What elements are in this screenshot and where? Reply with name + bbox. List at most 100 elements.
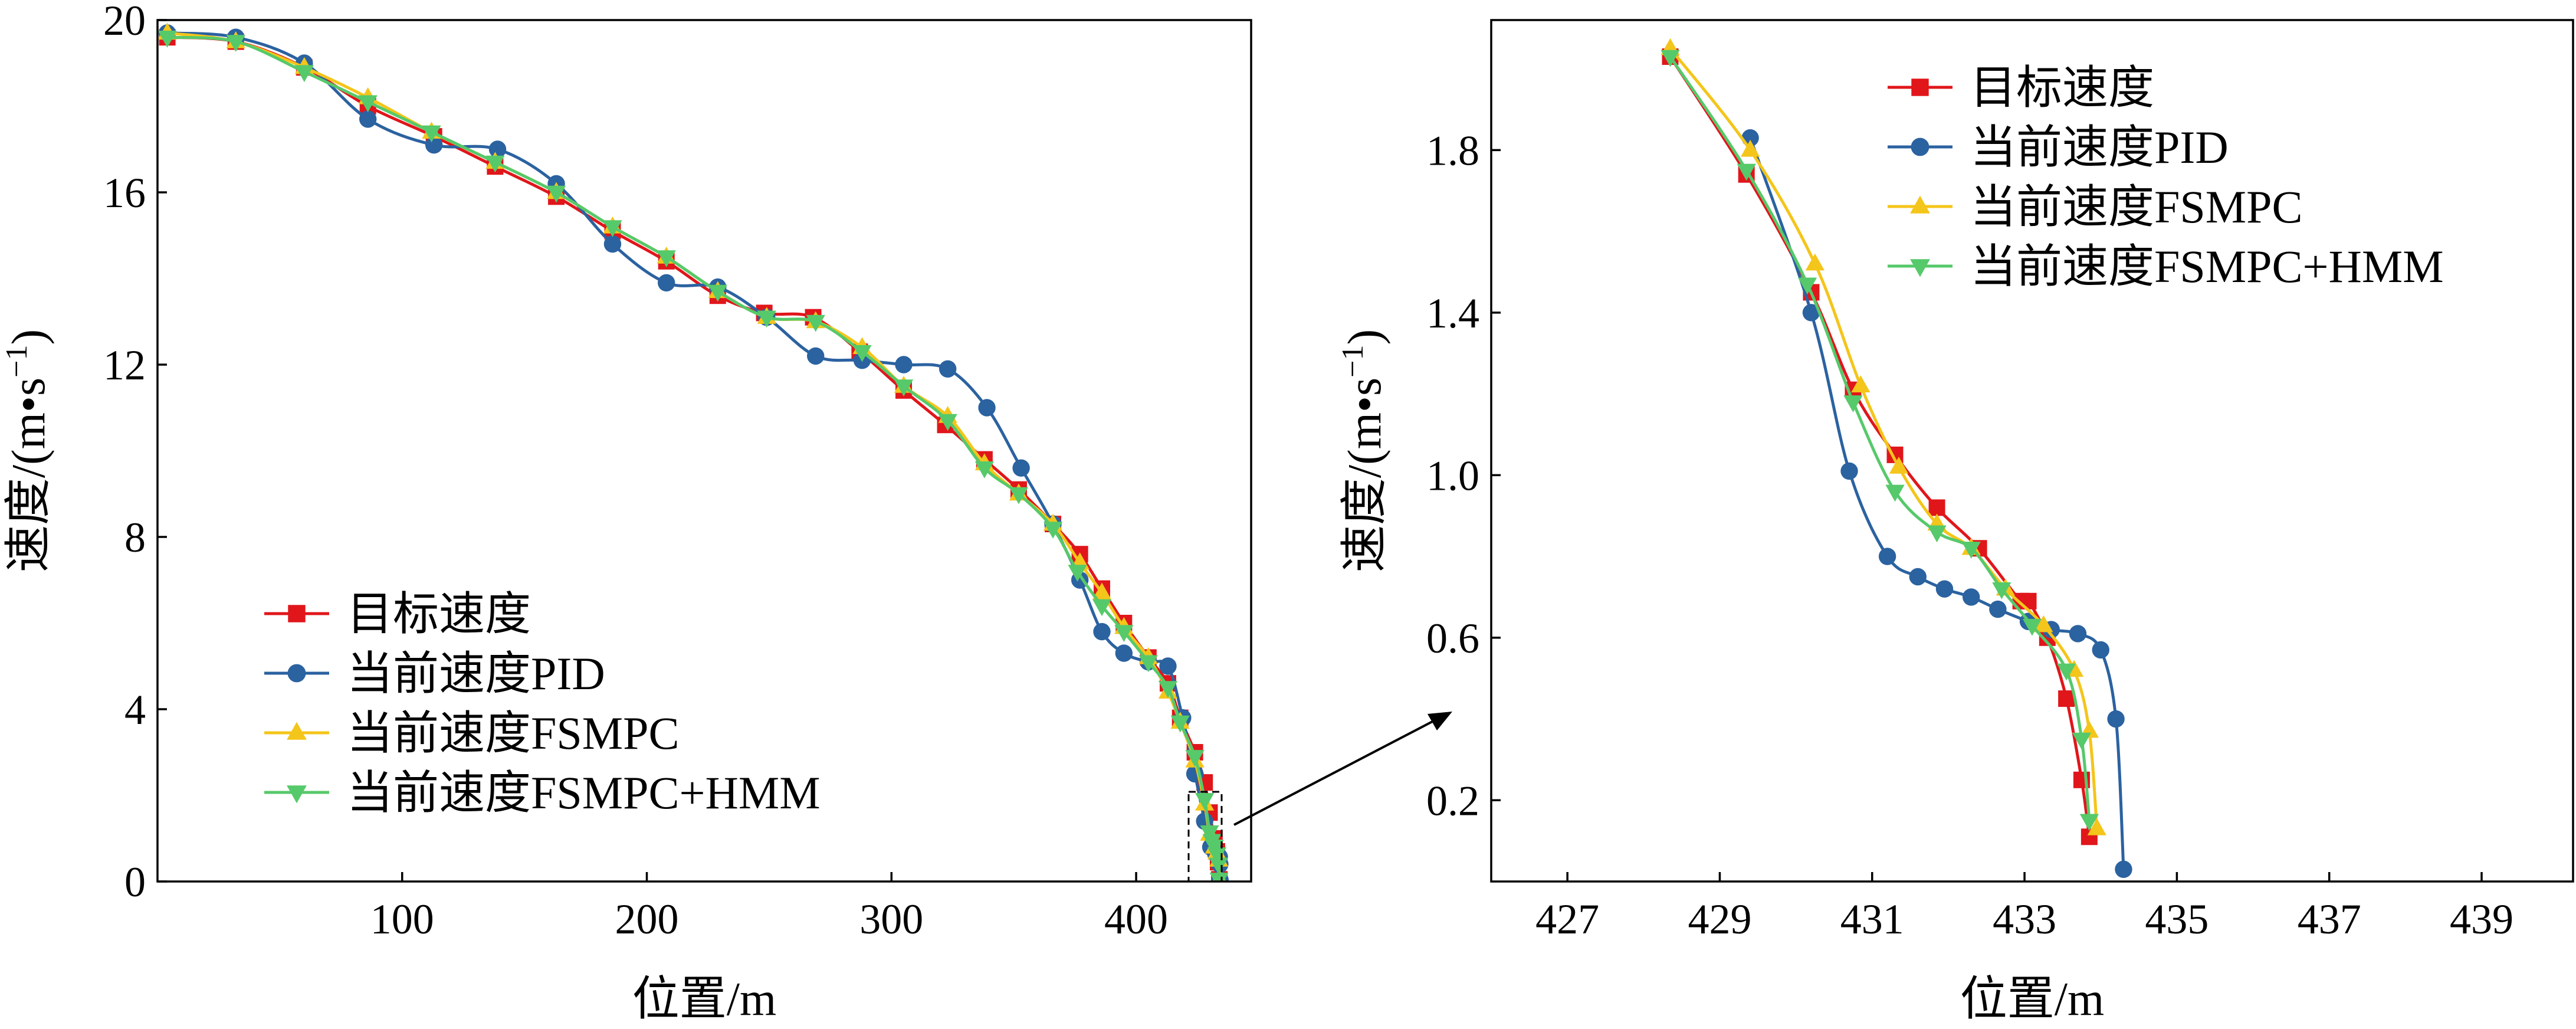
data-point-fsmpc_hmm (1195, 793, 1215, 810)
data-point-fsmpc (1741, 139, 1760, 157)
data-point-fsmpc_hmm (1009, 487, 1029, 504)
data-point-fsmpc_hmm (226, 35, 245, 52)
data-point-fsmpc_hmm (657, 250, 676, 267)
legend-marker-target (288, 605, 306, 622)
legend-marker-fsmpc (1910, 195, 1930, 214)
data-point-pid (1115, 644, 1133, 662)
data-point-fsmpc (1805, 253, 1825, 271)
x-tick-label: 431 (1840, 896, 1904, 943)
y-tick-label: 16 (103, 169, 146, 217)
x-tick-label: 439 (2450, 896, 2513, 943)
data-point-target (1928, 499, 1945, 516)
data-point-fsmpc_hmm (1158, 681, 1178, 698)
legend-marker-fsmpc (287, 722, 307, 740)
data-point-fsmpc_hmm (2072, 732, 2092, 750)
series-fsmpc_hmm (1661, 50, 2099, 831)
data-point-pid (1909, 568, 1927, 586)
data-point-fsmpc_hmm (852, 345, 872, 362)
data-point-pid (807, 347, 825, 365)
data-point-pid (1962, 588, 1980, 606)
left-y-axis-label: 速度/(m•s−1) (0, 329, 55, 572)
left-plot-frame (156, 19, 1252, 883)
y-tick-label: 8 (124, 514, 146, 561)
data-point-pid (2069, 625, 2087, 643)
y-tick-label: 1.8 (1426, 127, 1479, 174)
data-point-pid (1878, 548, 1896, 565)
legend-label-fsmpc_hmm: 当前速度FSMPC+HMM (347, 767, 821, 818)
data-point-pid (359, 110, 377, 128)
data-point-fsmpc_hmm (974, 461, 995, 479)
data-point-fsmpc_hmm (1992, 582, 2011, 599)
legend-item-fsmpc: 当前速度FSMPC (264, 707, 680, 759)
legend-label-fsmpc: 当前速度FSMPC (347, 707, 680, 759)
data-point-fsmpc_hmm (1961, 542, 1981, 559)
data-point-pid (895, 356, 913, 373)
x-tick-label: 427 (1535, 896, 1599, 943)
series-fsmpc (157, 22, 1229, 881)
data-point-fsmpc_hmm (806, 314, 825, 332)
data-point-fsmpc_hmm (1170, 715, 1190, 733)
data-point-pid (1989, 600, 2007, 618)
right-x-axis-label: 位置/m (1960, 974, 2104, 1025)
legend-item-fsmpc_hmm: 当前速度FSMPC+HMM (1888, 241, 2444, 292)
legend-marker-target (1911, 78, 1929, 96)
data-point-pid (488, 140, 507, 158)
x-tick-label: 435 (2145, 896, 2209, 943)
data-point-fsmpc_hmm (1843, 395, 1863, 412)
data-point-fsmpc_hmm (1885, 484, 1905, 502)
data-point-pid (2107, 710, 2125, 728)
y-tick-label: 0 (124, 858, 146, 906)
series-line-fsmpc (167, 31, 1221, 880)
x-tick-label: 400 (1104, 896, 1168, 943)
legend-item-fsmpc: 当前速度FSMPC (1888, 181, 2303, 232)
data-point-fsmpc_hmm (938, 414, 957, 431)
x-tick-label: 100 (370, 896, 434, 943)
data-point-target (2058, 690, 2075, 707)
data-point-fsmpc (1851, 375, 1871, 393)
data-point-fsmpc_hmm (1068, 565, 1087, 582)
data-point-fsmpc_hmm (1797, 277, 1817, 295)
x-tick-label: 300 (859, 896, 923, 943)
data-point-fsmpc_hmm (485, 155, 505, 173)
data-point-fsmpc_hmm (757, 310, 776, 328)
data-point-pid (1093, 622, 1111, 641)
data-point-pid (2115, 860, 2132, 879)
legend-item-pid: 当前速度PID (1888, 122, 2229, 173)
right-plot-frame (1490, 19, 2574, 883)
data-point-pid (658, 274, 675, 291)
legend-item-target: 目标速度 (1888, 62, 2154, 113)
data-point-fsmpc_hmm (1200, 825, 1219, 843)
left-x-axis-label: 位置/m (632, 974, 776, 1025)
left-y-axis-label-close: ) (3, 329, 55, 345)
data-point-pid (978, 399, 996, 417)
data-point-pid (2092, 641, 2109, 659)
y-tick-label: 4 (124, 686, 146, 733)
data-point-fsmpc_hmm (2022, 618, 2042, 636)
data-point-pid (1935, 580, 1954, 598)
y-tick-label: 0.6 (1426, 615, 1479, 662)
legend-marker-fsmpc_hmm (287, 785, 307, 804)
right-y-axis-label-sup: −1 (1336, 345, 1370, 378)
series-line-target (1669, 55, 2091, 837)
legend-label-pid: 当前速度PID (347, 648, 605, 699)
series-line-pid (167, 31, 1222, 880)
data-point-fsmpc_hmm (1138, 655, 1158, 673)
data-point-pid (1802, 304, 1820, 322)
x-tick-label: 200 (615, 896, 679, 943)
data-point-fsmpc_hmm (1209, 873, 1229, 881)
legend-label-target: 目标速度 (347, 588, 531, 640)
right-y-axis-label: 速度/(m•s−1) (1336, 329, 1391, 572)
left-y-axis-label-sup: −1 (0, 345, 34, 378)
data-point-fsmpc (2087, 818, 2106, 835)
x-tick-label: 429 (1688, 896, 1751, 943)
data-point-fsmpc_hmm (708, 284, 727, 302)
series-line-target (167, 35, 1221, 880)
y-tick-label: 1.4 (1426, 290, 1479, 337)
right-chart: 427 429 431 433 435 437 439 0.2 0.6 1.0 1.4 1.8 位置/… (1336, 19, 2574, 1025)
data-point-fsmpc_hmm (546, 185, 566, 203)
legend-label-fsmpc: 当前速度FSMPC (1970, 181, 2303, 232)
right-y-axis-label-close: ) (1339, 329, 1391, 345)
